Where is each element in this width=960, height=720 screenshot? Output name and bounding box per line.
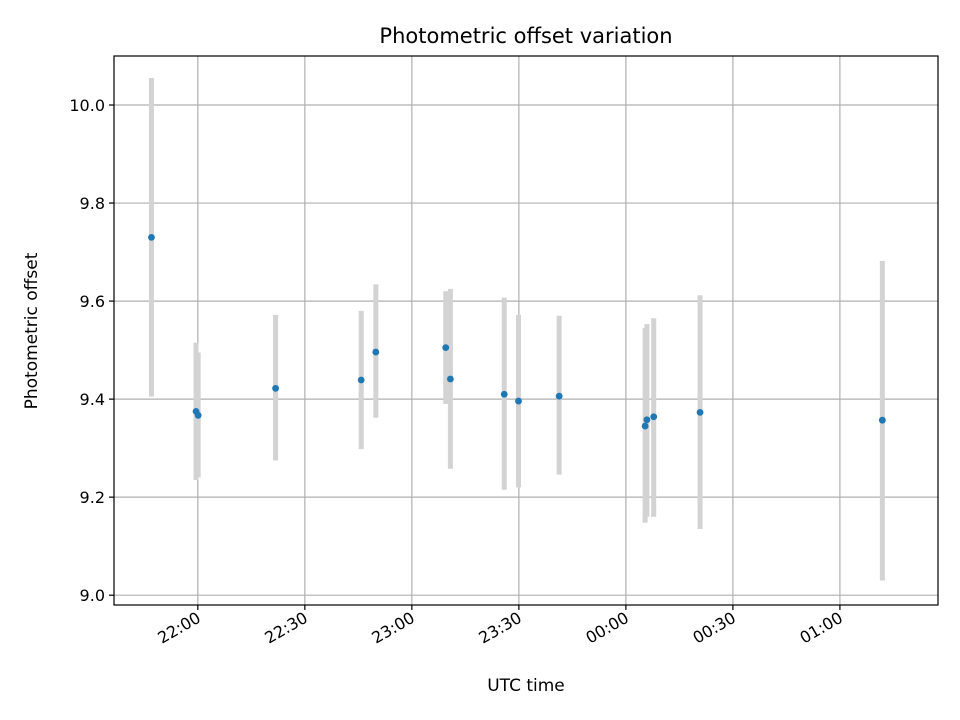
- y-axis-ticks: 9.0 9.2 9.4 9.6 9.8 10.0: [69, 96, 114, 605]
- y-axis-label: Photometric offset: [22, 252, 42, 409]
- plot-frame: [113, 55, 939, 606]
- data-point: [272, 384, 279, 392]
- data-point: [194, 411, 202, 419]
- data-point: [650, 413, 658, 421]
- data-point: [372, 348, 380, 356]
- y-tick-label: 9.6: [80, 292, 105, 311]
- data-point: [641, 422, 649, 430]
- data-point: [357, 376, 365, 384]
- data-point: [515, 397, 522, 405]
- y-tick-label: 10.0: [69, 96, 105, 115]
- data-point: [442, 344, 450, 352]
- data-point: [643, 416, 651, 424]
- y-tick-label: 9.4: [80, 390, 105, 409]
- data-point: [500, 390, 508, 398]
- data-point: [148, 233, 155, 241]
- data-point: [446, 375, 454, 383]
- data-point: [878, 416, 886, 424]
- y-tick-label: 9.0: [80, 586, 105, 605]
- plot-area: [114, 56, 938, 605]
- data-point: [555, 392, 563, 400]
- chart-title: Photometric offset variation: [379, 24, 672, 48]
- grid: [114, 56, 938, 605]
- data-point: [696, 408, 704, 416]
- y-tick-label: 9.2: [80, 488, 105, 507]
- y-tick-label: 9.8: [80, 194, 105, 213]
- data-points: [148, 233, 886, 430]
- x-axis-label: UTC time: [487, 676, 565, 696]
